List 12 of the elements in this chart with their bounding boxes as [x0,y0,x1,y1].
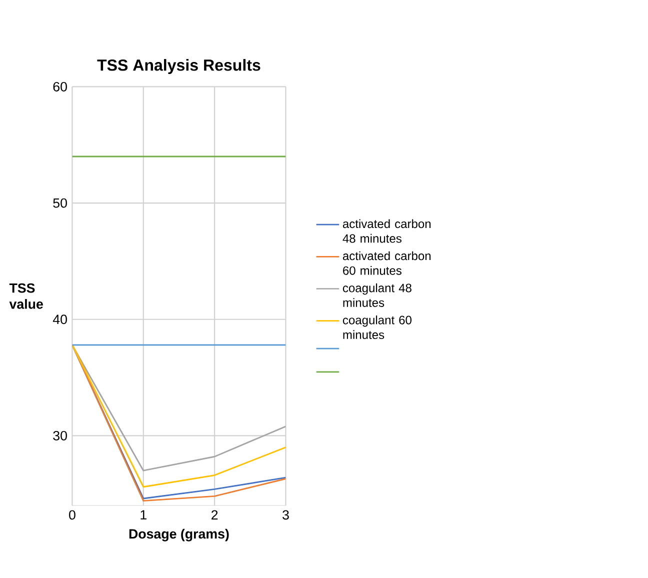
x-tick-label: 1 [140,510,146,520]
y-tick-label: 40 [52,314,67,324]
y-tick-label: 50 [53,198,67,208]
chart-title: TSS Analysis Results [97,59,260,74]
y-axis-title: TSS value [9,284,43,309]
legend-label: coagulant 60 minutes [342,316,412,340]
x-tick-label: 2 [212,510,218,520]
y-tick-label: 30 [53,431,67,441]
x-tick-label: 0 [69,510,76,520]
x-axis-title: Dosage (grams) [129,528,229,542]
y-tick-label: 60 [53,82,67,92]
x-tick-label: 3 [282,510,289,520]
